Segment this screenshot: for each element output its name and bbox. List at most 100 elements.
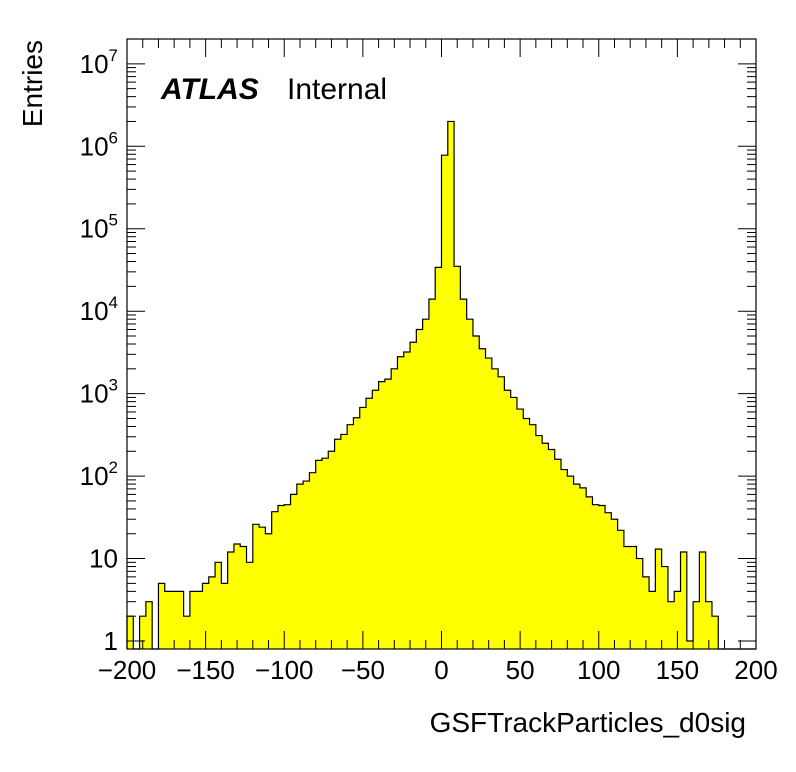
- histogram-bar: [554, 459, 562, 649]
- histogram-bar: [611, 519, 619, 649]
- histogram-bar: [353, 417, 361, 649]
- histogram-bar: [428, 299, 436, 649]
- y-tick-label: 106: [80, 128, 118, 161]
- histogram-bar: [447, 121, 455, 649]
- histogram-bar: [177, 591, 185, 649]
- histogram-bar: [441, 155, 449, 649]
- y-tick-label: 103: [80, 376, 118, 409]
- histogram-bar: [642, 576, 650, 649]
- histogram-bar: [649, 591, 656, 649]
- axis-ticks: [126, 38, 757, 649]
- histogram-bar: [334, 439, 342, 649]
- histogram-bar: [366, 398, 373, 649]
- histogram-bar: [252, 524, 260, 649]
- histogram-bar: [321, 458, 329, 649]
- histogram-bar: [227, 552, 235, 649]
- histogram-bar: [617, 530, 625, 649]
- histogram-bar: [240, 546, 247, 649]
- histogram-bar: [605, 512, 612, 649]
- histogram-bar: [233, 544, 241, 649]
- histogram-bar: [674, 591, 681, 649]
- histogram-bar: [259, 527, 266, 649]
- histogram-bar: [686, 641, 694, 649]
- histogram-bar: [139, 616, 147, 649]
- y-tick-label: 107: [80, 46, 118, 79]
- x-axis-title: GSFTrackParticles_d0sig: [430, 707, 746, 738]
- histogram-bar: [403, 351, 411, 649]
- histogram-bar: [485, 358, 493, 649]
- histogram-bar: [422, 319, 430, 649]
- histogram-bar: [328, 451, 335, 649]
- histogram-bar: [303, 481, 310, 649]
- histogram-bar: [265, 533, 273, 649]
- x-tick-label: −200: [98, 655, 157, 685]
- histogram-bar: [189, 591, 197, 649]
- histogram-bar: [598, 505, 606, 649]
- histogram-bar: [296, 484, 304, 649]
- histogram-bar: [277, 505, 285, 649]
- x-tick-label: −100: [255, 655, 314, 685]
- histogram-bar: [347, 424, 354, 649]
- histogram-bar: [529, 424, 537, 649]
- histogram-bar: [271, 511, 279, 649]
- histogram-bar: [655, 549, 663, 649]
- histogram-bar: [397, 356, 405, 649]
- histogram-bar: [171, 591, 178, 649]
- y-tick-label: 10: [89, 544, 118, 574]
- histogram-bar: [510, 397, 518, 649]
- x-tick-label: 200: [734, 655, 777, 685]
- histogram-bar: [145, 601, 153, 649]
- histogram-bars: [126, 120, 756, 650]
- histogram-bar: [479, 348, 486, 649]
- histogram-bar: [164, 591, 172, 649]
- y-axis-title: Entries: [17, 40, 48, 127]
- histogram-bar: [221, 583, 229, 649]
- histogram-bar: [711, 616, 719, 649]
- histogram-bar: [661, 566, 669, 649]
- histogram-bar: [372, 390, 379, 649]
- histogram-bar: [215, 562, 222, 649]
- x-tick-labels: −200 −150 −100 −50 0 50 100 150 200: [98, 655, 778, 685]
- histogram-bar: [623, 546, 631, 649]
- histogram-bar: [378, 381, 386, 649]
- x-tick-label: −50: [341, 655, 385, 685]
- histogram-bar: [498, 376, 505, 649]
- histogram-bar: [309, 472, 317, 649]
- y-tick-label: 1: [104, 626, 118, 656]
- histogram-bar: [535, 435, 543, 649]
- histogram-bar: [454, 266, 461, 649]
- histogram-bar: [592, 504, 600, 649]
- histogram-bar: [127, 616, 134, 649]
- histogram-bar: [705, 601, 713, 649]
- y-tick-label: 102: [80, 458, 118, 491]
- histogram-outline: [126, 120, 756, 650]
- histogram-bar: [340, 434, 348, 649]
- y-tick-labels: 1 10 102 103 104 105 106 107: [80, 46, 118, 656]
- histogram-bar: [410, 342, 417, 649]
- histogram-bar: [667, 601, 675, 649]
- histogram-bar: [693, 601, 700, 649]
- histogram-bar: [391, 368, 398, 649]
- histogram-bar: [516, 409, 524, 649]
- histogram-bar: [630, 546, 637, 649]
- histogram-bar: [523, 418, 530, 649]
- y-tick-label: 105: [80, 211, 118, 244]
- histogram-bar: [567, 476, 574, 649]
- histogram-bar: [384, 379, 392, 649]
- x-tick-label: 150: [656, 655, 699, 685]
- x-tick-label: −150: [176, 655, 235, 685]
- histogram-bar: [586, 496, 593, 649]
- x-tick-label: 50: [506, 655, 535, 685]
- histogram-bar: [290, 494, 298, 649]
- histogram-bar: [315, 460, 323, 649]
- histogram-bar: [561, 469, 568, 649]
- atlas-status-label: Internal: [287, 73, 387, 106]
- histogram-bar: [680, 552, 688, 649]
- histogram-bar: [491, 368, 499, 649]
- histogram-bar: [636, 558, 644, 649]
- histogram-bar: [435, 267, 442, 649]
- histogram-bar: [573, 484, 581, 649]
- histogram-bar: [416, 329, 424, 649]
- histogram-bar: [158, 583, 166, 649]
